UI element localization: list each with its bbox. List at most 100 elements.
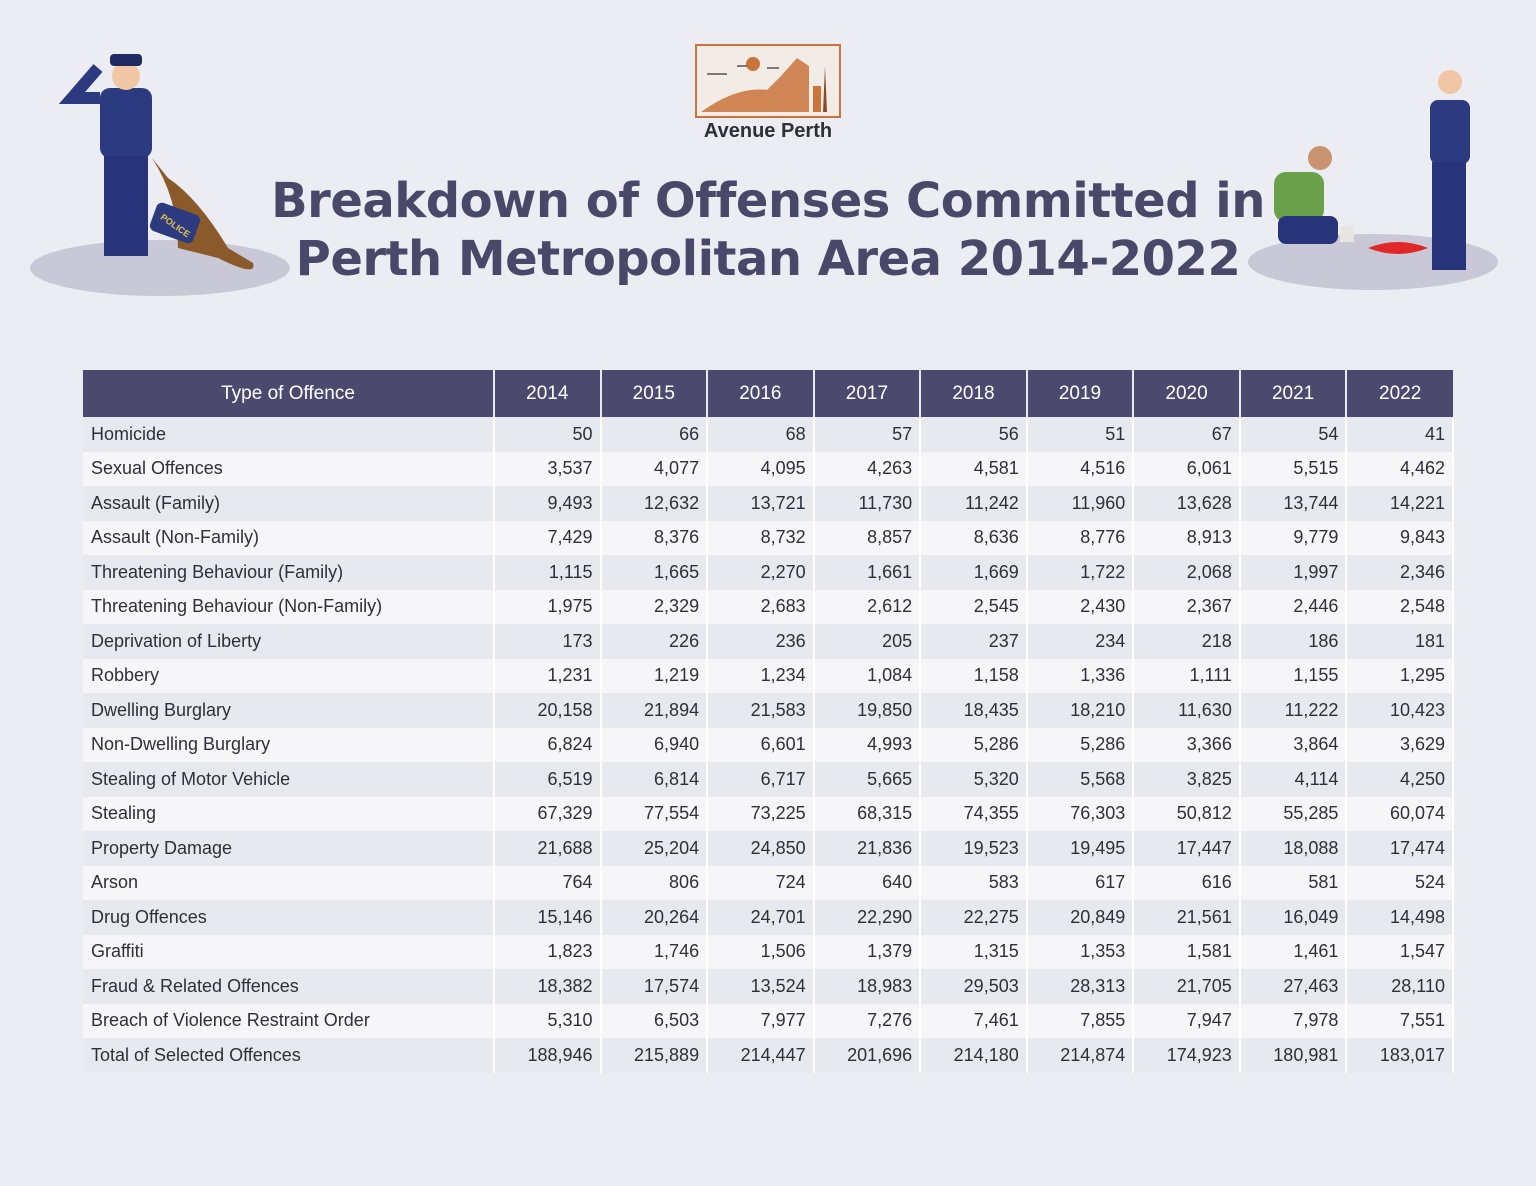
column-header-offence-type: Type of Offence bbox=[83, 370, 495, 417]
count-cell: 29,503 bbox=[920, 969, 1028, 1004]
offence-type-cell: Threatening Behaviour (Family) bbox=[83, 555, 495, 590]
count-cell: 7,276 bbox=[813, 1003, 922, 1038]
count-cell: 18,210 bbox=[1026, 693, 1135, 728]
count-cell: 4,250 bbox=[1346, 762, 1454, 797]
count-cell: 5,286 bbox=[920, 727, 1028, 762]
count-cell: 17,447 bbox=[1133, 831, 1241, 866]
count-cell: 5,286 bbox=[1026, 727, 1135, 762]
count-cell: 7,978 bbox=[1239, 1003, 1348, 1038]
table-row: Dwelling Burglary 20,158 21,894 21,583 19,85… bbox=[83, 693, 1454, 728]
count-cell: 11,730 bbox=[813, 486, 922, 521]
offence-type-cell: Homicide bbox=[83, 417, 495, 452]
offence-type-cell: Assault (Family) bbox=[83, 486, 495, 521]
count-cell: 13,744 bbox=[1239, 486, 1348, 521]
count-cell: 4,516 bbox=[1026, 451, 1135, 486]
count-cell: 7,461 bbox=[920, 1003, 1028, 1038]
title-line-2: Perth Metropolitan Area 2014-2022 bbox=[295, 231, 1241, 287]
count-cell: 4,993 bbox=[813, 727, 922, 762]
count-cell: 41 bbox=[1346, 417, 1454, 452]
count-cell: 73,225 bbox=[707, 796, 815, 831]
count-cell: 6,601 bbox=[707, 727, 815, 762]
count-cell: 1,158 bbox=[920, 658, 1028, 693]
police-officer-dog-illustration: POLICE bbox=[30, 54, 290, 296]
count-cell: 6,717 bbox=[707, 762, 815, 797]
count-cell: 20,264 bbox=[600, 900, 709, 935]
count-cell: 1,823 bbox=[494, 934, 602, 969]
count-cell: 617 bbox=[1026, 865, 1135, 900]
count-cell: 9,493 bbox=[494, 486, 602, 521]
count-cell: 3,366 bbox=[1133, 727, 1241, 762]
count-cell: 5,320 bbox=[920, 762, 1028, 797]
count-cell: 56 bbox=[920, 417, 1028, 452]
count-cell: 11,630 bbox=[1133, 693, 1241, 728]
count-cell: 214,180 bbox=[920, 1038, 1028, 1073]
count-cell: 6,824 bbox=[494, 727, 602, 762]
count-cell: 28,110 bbox=[1346, 969, 1454, 1004]
count-cell: 2,545 bbox=[920, 589, 1028, 624]
count-cell: 214,447 bbox=[707, 1038, 815, 1073]
count-cell: 1,111 bbox=[1133, 658, 1241, 693]
count-cell: 19,495 bbox=[1026, 831, 1135, 866]
column-header-year: 2014 bbox=[494, 370, 602, 417]
count-cell: 3,537 bbox=[494, 451, 602, 486]
count-cell: 1,115 bbox=[494, 555, 602, 590]
count-cell: 1,336 bbox=[1026, 658, 1135, 693]
count-cell: 7,551 bbox=[1346, 1003, 1454, 1038]
count-cell: 6,503 bbox=[600, 1003, 709, 1038]
count-cell: 2,346 bbox=[1346, 555, 1454, 590]
column-header-year: 2021 bbox=[1239, 370, 1348, 417]
count-cell: 8,857 bbox=[813, 520, 922, 555]
count-cell: 13,524 bbox=[707, 969, 815, 1004]
count-cell: 20,849 bbox=[1026, 900, 1135, 935]
page-title: Breakdown of Offenses Committed in Perth… bbox=[250, 172, 1286, 288]
count-cell: 67,329 bbox=[494, 796, 602, 831]
count-cell: 51 bbox=[1026, 417, 1135, 452]
count-cell: 583 bbox=[920, 865, 1028, 900]
count-cell: 21,688 bbox=[494, 831, 602, 866]
count-cell: 2,270 bbox=[707, 555, 815, 590]
count-cell: 11,960 bbox=[1026, 486, 1135, 521]
count-cell: 4,263 bbox=[813, 451, 922, 486]
count-cell: 2,068 bbox=[1133, 555, 1241, 590]
offence-type-cell: Robbery bbox=[83, 658, 495, 693]
count-cell: 14,221 bbox=[1346, 486, 1454, 521]
count-cell: 21,583 bbox=[707, 693, 815, 728]
column-header-year: 2017 bbox=[813, 370, 922, 417]
count-cell: 10,423 bbox=[1346, 693, 1454, 728]
count-cell: 1,506 bbox=[707, 934, 815, 969]
count-cell: 186 bbox=[1239, 624, 1348, 659]
count-cell: 50,812 bbox=[1133, 796, 1241, 831]
count-cell: 2,548 bbox=[1346, 589, 1454, 624]
table-row: Deprivation of Liberty 173 226 236 205 237 234… bbox=[83, 624, 1454, 659]
count-cell: 1,231 bbox=[494, 658, 602, 693]
offence-type-cell: Total of Selected Offences bbox=[83, 1038, 495, 1073]
count-cell: 7,429 bbox=[494, 520, 602, 555]
count-cell: 54 bbox=[1239, 417, 1348, 452]
count-cell: 218 bbox=[1133, 624, 1241, 659]
count-cell: 188,946 bbox=[494, 1038, 602, 1073]
count-cell: 2,430 bbox=[1026, 589, 1135, 624]
crime-scene-investigators-illustration bbox=[1248, 70, 1498, 290]
count-cell: 4,077 bbox=[600, 451, 709, 486]
table-row: Drug Offences 15,146 20,264 24,701 22,290 22,… bbox=[83, 900, 1454, 935]
count-cell: 1,665 bbox=[600, 555, 709, 590]
count-cell: 9,843 bbox=[1346, 520, 1454, 555]
count-cell: 2,683 bbox=[707, 589, 815, 624]
count-cell: 616 bbox=[1133, 865, 1241, 900]
count-cell: 18,382 bbox=[494, 969, 602, 1004]
count-cell: 2,612 bbox=[813, 589, 922, 624]
column-header-year: 2015 bbox=[600, 370, 709, 417]
count-cell: 55,285 bbox=[1239, 796, 1348, 831]
count-cell: 215,889 bbox=[600, 1038, 709, 1073]
count-cell: 6,814 bbox=[600, 762, 709, 797]
offence-type-cell: Non-Dwelling Burglary bbox=[83, 727, 495, 762]
offence-type-cell: Assault (Non-Family) bbox=[83, 520, 495, 555]
count-cell: 8,776 bbox=[1026, 520, 1135, 555]
count-cell: 17,574 bbox=[600, 969, 709, 1004]
table-row: Threatening Behaviour (Family) 1,115 1,665… bbox=[83, 555, 1454, 590]
logo: Avenue Perth bbox=[694, 44, 842, 143]
count-cell: 2,446 bbox=[1239, 589, 1348, 624]
count-cell: 1,379 bbox=[813, 934, 922, 969]
offence-type-cell: Dwelling Burglary bbox=[83, 693, 495, 728]
count-cell: 6,061 bbox=[1133, 451, 1241, 486]
